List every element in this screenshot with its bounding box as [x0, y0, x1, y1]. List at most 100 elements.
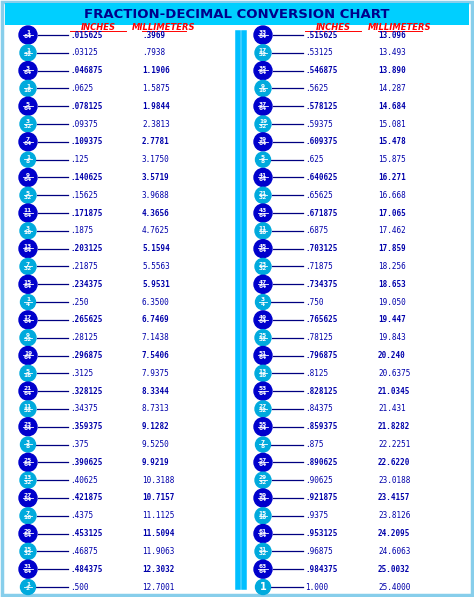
Text: 16: 16 [24, 230, 32, 235]
Circle shape [254, 133, 272, 151]
Text: 23.4157: 23.4157 [378, 494, 410, 503]
Circle shape [254, 489, 272, 507]
Text: 8: 8 [26, 159, 30, 164]
Text: .359375: .359375 [70, 422, 102, 431]
Text: .171875: .171875 [70, 208, 102, 217]
Text: .921875: .921875 [305, 494, 337, 503]
Text: 29: 29 [24, 529, 32, 534]
Circle shape [19, 133, 37, 151]
Text: 53: 53 [259, 386, 267, 392]
Text: 29: 29 [259, 475, 267, 481]
Text: 13: 13 [24, 475, 32, 481]
Circle shape [19, 418, 37, 436]
Text: .140625: .140625 [70, 173, 102, 182]
Text: .828125: .828125 [305, 387, 337, 396]
Text: 23: 23 [259, 261, 267, 267]
Text: 8: 8 [261, 159, 265, 164]
Text: 13.890: 13.890 [378, 66, 406, 75]
Text: 64: 64 [24, 497, 32, 503]
Text: 32: 32 [259, 408, 267, 414]
Text: 32: 32 [259, 337, 267, 342]
Text: 7.5406: 7.5406 [142, 351, 170, 360]
Text: 9: 9 [26, 173, 30, 178]
Text: 3.9688: 3.9688 [142, 191, 170, 200]
Text: 7: 7 [26, 137, 30, 142]
Text: .515625: .515625 [305, 30, 337, 39]
Text: 18.256: 18.256 [378, 262, 406, 271]
Text: 16: 16 [259, 88, 267, 93]
Text: 3: 3 [261, 297, 265, 303]
Text: 4.3656: 4.3656 [142, 208, 170, 217]
Text: 8.7313: 8.7313 [142, 404, 170, 414]
Text: 64: 64 [259, 248, 267, 253]
Text: .203125: .203125 [70, 244, 102, 253]
Text: 31: 31 [259, 547, 267, 552]
Text: .390625: .390625 [70, 458, 102, 467]
Text: .21875: .21875 [70, 262, 98, 271]
Text: .3125: .3125 [70, 369, 93, 378]
Text: 17: 17 [24, 315, 32, 320]
Text: 32: 32 [24, 479, 32, 485]
Text: 17.462: 17.462 [378, 226, 406, 235]
Text: 7: 7 [26, 261, 30, 267]
Text: 43: 43 [259, 208, 267, 213]
Text: .484375: .484375 [70, 565, 102, 574]
Text: .34375: .34375 [70, 404, 98, 414]
Text: 51: 51 [259, 351, 267, 356]
Text: 11.1125: 11.1125 [142, 511, 174, 520]
Text: 64: 64 [24, 462, 32, 467]
Text: .328125: .328125 [70, 387, 102, 396]
Circle shape [255, 81, 271, 97]
Text: 25.0032: 25.0032 [378, 565, 410, 574]
Text: 5: 5 [26, 190, 30, 196]
Text: 7: 7 [26, 511, 30, 516]
Text: 32: 32 [24, 124, 32, 128]
Text: 31: 31 [24, 565, 32, 570]
Text: 1: 1 [260, 582, 266, 592]
Circle shape [20, 187, 36, 203]
Text: .84375: .84375 [305, 404, 333, 414]
Circle shape [254, 26, 272, 44]
Text: 19.050: 19.050 [378, 297, 406, 307]
Text: 25: 25 [24, 458, 32, 463]
Text: 8.3344: 8.3344 [142, 387, 170, 396]
Circle shape [254, 382, 272, 400]
Circle shape [20, 330, 36, 346]
Text: 64: 64 [259, 497, 267, 503]
Text: 9: 9 [261, 84, 265, 89]
Text: 7: 7 [261, 440, 265, 445]
Text: .90625: .90625 [305, 476, 333, 485]
Text: 11: 11 [24, 404, 32, 409]
Text: .796875: .796875 [305, 351, 337, 360]
Text: .015625: .015625 [70, 30, 102, 39]
Text: 64: 64 [24, 213, 32, 217]
Circle shape [20, 580, 36, 595]
Text: .1875: .1875 [70, 226, 93, 235]
Circle shape [19, 204, 37, 222]
Text: 64: 64 [24, 390, 32, 396]
Text: .250: .250 [70, 297, 89, 307]
Text: 3: 3 [26, 66, 30, 71]
Text: 64: 64 [259, 106, 267, 110]
Text: .28125: .28125 [70, 333, 98, 342]
Text: 64: 64 [24, 284, 32, 289]
Circle shape [255, 401, 271, 417]
Text: 32: 32 [24, 408, 32, 414]
Text: 25: 25 [259, 333, 267, 338]
Text: 16: 16 [259, 515, 267, 520]
Circle shape [19, 525, 37, 543]
Text: 57: 57 [259, 458, 267, 463]
Text: 5.1594: 5.1594 [142, 244, 170, 253]
Text: 4.7625: 4.7625 [142, 226, 170, 235]
Text: .421875: .421875 [70, 494, 102, 503]
Text: 64: 64 [24, 569, 32, 574]
Text: 64: 64 [259, 141, 267, 146]
Text: 21.8282: 21.8282 [378, 422, 410, 431]
Text: 1: 1 [26, 48, 30, 53]
Circle shape [255, 259, 271, 275]
Text: .875: .875 [305, 440, 323, 449]
Text: .46875: .46875 [70, 547, 98, 556]
Circle shape [254, 97, 272, 115]
Text: 13.096: 13.096 [378, 30, 406, 39]
Circle shape [19, 453, 37, 472]
